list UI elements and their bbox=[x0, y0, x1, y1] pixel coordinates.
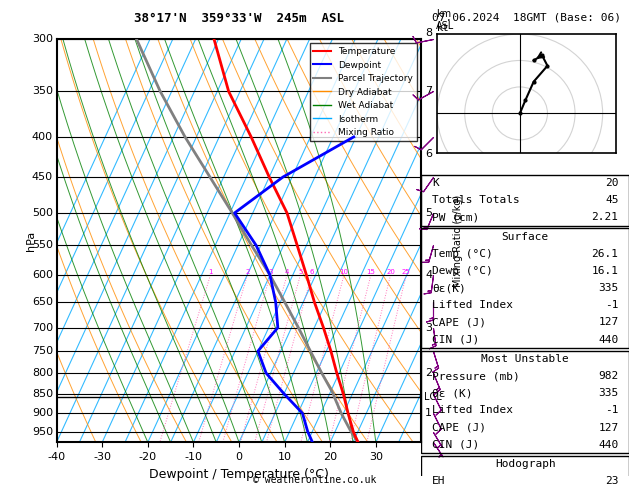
Text: 300: 300 bbox=[32, 34, 53, 44]
Text: 4: 4 bbox=[285, 269, 289, 275]
Text: 7: 7 bbox=[425, 87, 432, 96]
Text: 982: 982 bbox=[598, 371, 619, 382]
Text: 2: 2 bbox=[245, 269, 250, 275]
Text: 350: 350 bbox=[32, 87, 53, 96]
Text: 10: 10 bbox=[340, 269, 348, 275]
Text: Surface: Surface bbox=[501, 232, 549, 242]
Text: 23: 23 bbox=[605, 476, 619, 486]
Text: Mixing Ratio (g/kg): Mixing Ratio (g/kg) bbox=[453, 194, 463, 287]
Text: 07.06.2024  18GMT (Base: 06): 07.06.2024 18GMT (Base: 06) bbox=[432, 12, 621, 22]
Text: 700: 700 bbox=[32, 323, 53, 332]
Text: Hodograph: Hodograph bbox=[495, 459, 555, 469]
Text: 26.1: 26.1 bbox=[592, 249, 619, 259]
Text: 440: 440 bbox=[598, 440, 619, 450]
Text: Lifted Index: Lifted Index bbox=[431, 405, 513, 416]
Text: 5: 5 bbox=[298, 269, 303, 275]
Text: θε(K): θε(K) bbox=[431, 283, 465, 293]
Text: 16.1: 16.1 bbox=[592, 266, 619, 276]
Text: 600: 600 bbox=[32, 270, 53, 280]
Text: 25: 25 bbox=[402, 269, 411, 275]
Text: θε (K): θε (K) bbox=[431, 388, 472, 399]
Text: 3: 3 bbox=[268, 269, 272, 275]
Text: 20: 20 bbox=[386, 269, 395, 275]
Text: CIN (J): CIN (J) bbox=[431, 334, 479, 345]
Text: CIN (J): CIN (J) bbox=[431, 440, 479, 450]
Text: 900: 900 bbox=[32, 408, 53, 418]
Text: Pressure (mb): Pressure (mb) bbox=[431, 371, 520, 382]
X-axis label: Dewpoint / Temperature (°C): Dewpoint / Temperature (°C) bbox=[149, 468, 329, 481]
Text: 20: 20 bbox=[605, 178, 619, 188]
Text: Temp (°C): Temp (°C) bbox=[431, 249, 493, 259]
Text: Most Unstable: Most Unstable bbox=[481, 354, 569, 364]
Text: Dewp (°C): Dewp (°C) bbox=[431, 266, 493, 276]
Text: 800: 800 bbox=[32, 368, 53, 378]
Text: 400: 400 bbox=[32, 132, 53, 142]
Text: © weatheronline.co.uk: © weatheronline.co.uk bbox=[253, 474, 376, 485]
Text: 8: 8 bbox=[425, 28, 432, 38]
Text: 2.21: 2.21 bbox=[592, 212, 619, 222]
Text: 450: 450 bbox=[32, 172, 53, 182]
Text: 127: 127 bbox=[598, 423, 619, 433]
Text: 2: 2 bbox=[425, 368, 432, 378]
Text: -1: -1 bbox=[605, 300, 619, 311]
Bar bbox=[421, 174, 629, 226]
Text: 4: 4 bbox=[425, 270, 432, 280]
Text: 6: 6 bbox=[309, 269, 314, 275]
Text: km
ASL: km ASL bbox=[436, 9, 454, 31]
Text: -1: -1 bbox=[605, 405, 619, 416]
Text: 335: 335 bbox=[598, 388, 619, 399]
Text: 5: 5 bbox=[425, 208, 432, 218]
Text: 750: 750 bbox=[32, 346, 53, 356]
Text: 127: 127 bbox=[598, 317, 619, 328]
Text: 6: 6 bbox=[425, 149, 432, 158]
Text: PW (cm): PW (cm) bbox=[431, 212, 479, 222]
Text: Totals Totals: Totals Totals bbox=[431, 195, 520, 205]
Text: 650: 650 bbox=[32, 297, 53, 307]
Text: 440: 440 bbox=[598, 334, 619, 345]
Text: 850: 850 bbox=[32, 389, 53, 399]
Text: 1: 1 bbox=[208, 269, 213, 275]
Text: 500: 500 bbox=[32, 208, 53, 218]
Bar bbox=[421, 228, 629, 348]
Bar bbox=[421, 456, 629, 486]
Text: CAPE (J): CAPE (J) bbox=[431, 317, 486, 328]
Text: Lifted Index: Lifted Index bbox=[431, 300, 513, 311]
Text: EH: EH bbox=[431, 476, 445, 486]
Text: hPa: hPa bbox=[26, 230, 36, 251]
Text: 15: 15 bbox=[367, 269, 376, 275]
Text: 550: 550 bbox=[32, 241, 53, 250]
Legend: Temperature, Dewpoint, Parcel Trajectory, Dry Adiabat, Wet Adiabat, Isotherm, Mi: Temperature, Dewpoint, Parcel Trajectory… bbox=[309, 43, 417, 141]
Text: 335: 335 bbox=[598, 283, 619, 293]
Text: kt: kt bbox=[437, 23, 448, 33]
Text: 38°17'N  359°33'W  245m  ASL: 38°17'N 359°33'W 245m ASL bbox=[134, 12, 344, 25]
Text: 1: 1 bbox=[425, 408, 432, 418]
Text: CAPE (J): CAPE (J) bbox=[431, 423, 486, 433]
Text: 3: 3 bbox=[425, 323, 432, 332]
Text: 950: 950 bbox=[32, 427, 53, 436]
Text: LCL: LCL bbox=[424, 392, 442, 402]
Text: K: K bbox=[431, 178, 438, 188]
Bar bbox=[421, 350, 629, 453]
Text: 45: 45 bbox=[605, 195, 619, 205]
